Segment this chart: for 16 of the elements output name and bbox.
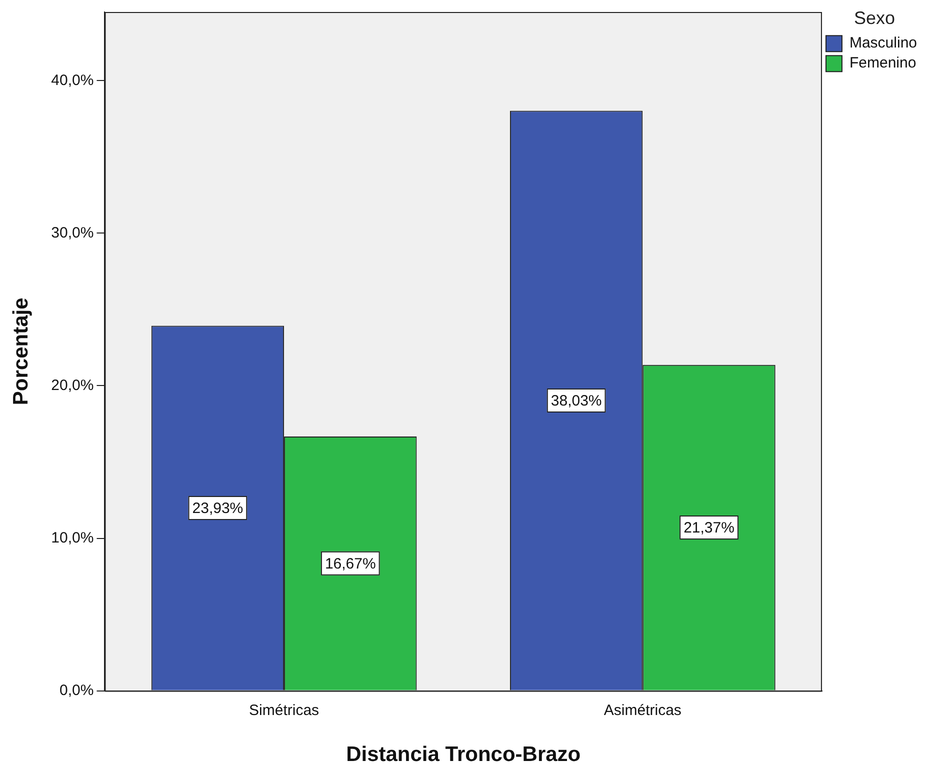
y-tick-label: 10,0%: [51, 529, 94, 546]
y-tick-label: 20,0%: [51, 376, 94, 394]
legend-label: Femenino: [849, 54, 916, 72]
legend-label: Masculino: [849, 34, 917, 52]
y-axis-title: Porcentaje: [9, 298, 32, 406]
x-tick-label: Asimétricas: [604, 702, 682, 719]
data-label: 23,93%: [192, 500, 244, 518]
data-label: 16,67%: [324, 556, 376, 573]
y-tick-label: 0,0%: [60, 682, 94, 699]
data-label: 38,03%: [550, 392, 602, 410]
legend-title: Sexo: [854, 8, 895, 28]
x-tick-label: Simétricas: [249, 702, 320, 719]
data-label: 21,37%: [684, 520, 734, 537]
x-axis-title: Distancia Tronco-Brazo: [346, 743, 581, 766]
y-tick-label: 30,0%: [51, 224, 94, 242]
y-tick-label: 40,0%: [51, 72, 94, 89]
